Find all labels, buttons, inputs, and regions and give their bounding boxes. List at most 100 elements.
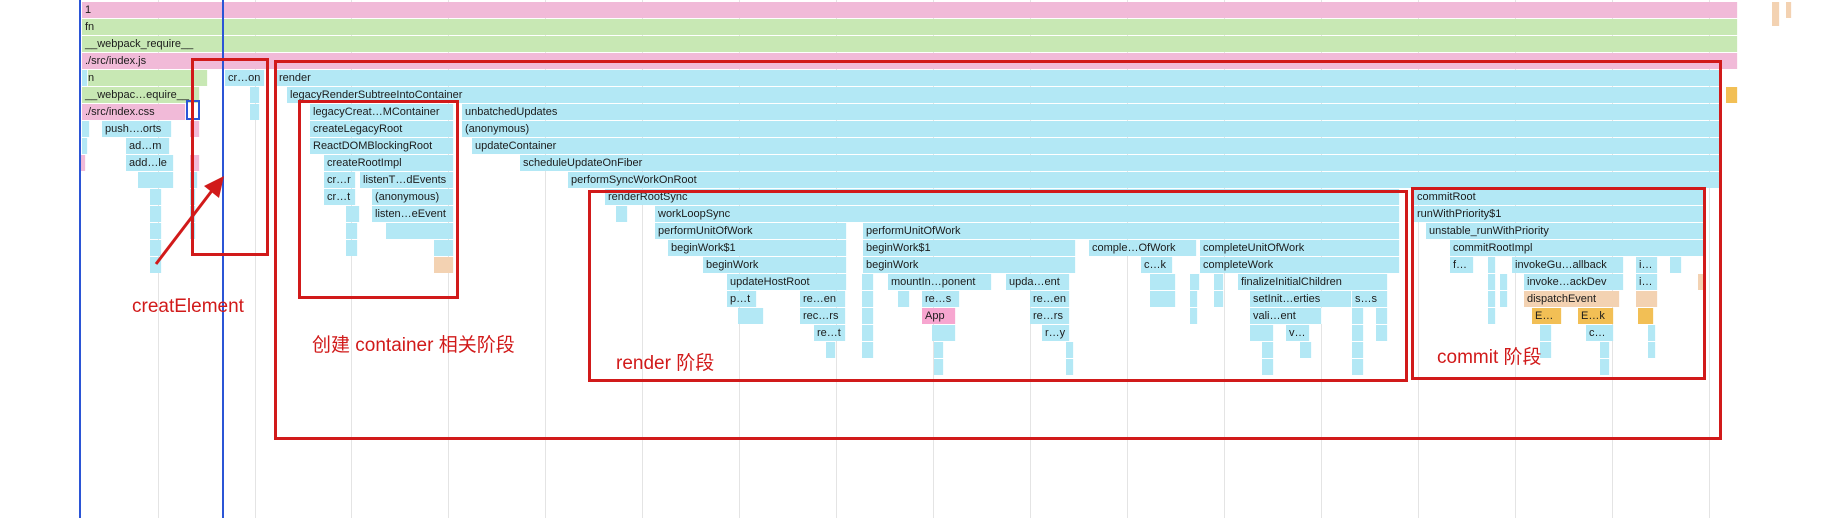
call-frame[interactable]: unstable_runWithPriority [1426,223,1706,239]
call-frame[interactable]: performUnitOfWork [655,223,847,239]
call-frame[interactable]: comple…OfWork [1089,240,1197,256]
call-frame-unlabeled[interactable] [250,87,260,103]
call-frame[interactable]: upda…ent [1006,274,1070,290]
call-frame-unlabeled[interactable] [1648,342,1656,358]
call-frame-unlabeled[interactable] [862,291,874,307]
call-frame-unlabeled[interactable] [1214,274,1224,290]
call-frame-unlabeled[interactable] [1190,274,1200,290]
call-frame-unlabeled[interactable] [80,155,86,171]
call-frame-unlabeled[interactable] [862,274,874,290]
call-frame-unlabeled[interactable] [1250,325,1274,341]
call-frame[interactable]: v… [1286,325,1310,341]
call-frame-unlabeled[interactable] [1500,291,1508,307]
call-frame[interactable]: (anonymous) [462,121,1720,137]
call-frame-unlabeled[interactable] [346,240,358,256]
call-frame-unlabeled[interactable] [250,104,260,120]
call-frame-unlabeled[interactable] [1698,274,1706,290]
call-frame-unlabeled[interactable] [190,189,196,205]
call-frame[interactable]: r…y [1042,325,1070,341]
call-frame-unlabeled[interactable] [386,223,454,239]
call-frame[interactable]: ReactDOMBlockingRoot [310,138,454,154]
call-frame-unlabeled[interactable] [1540,342,1552,358]
call-frame[interactable]: unbatchedUpdates [462,104,1720,120]
call-frame-unlabeled[interactable] [862,308,874,324]
call-frame-unlabeled[interactable] [190,172,198,188]
call-frame-unlabeled[interactable] [1648,325,1656,341]
call-frame[interactable]: c… [1586,325,1614,341]
call-frame[interactable]: rec…rs [800,308,846,324]
call-frame-unlabeled[interactable] [1488,257,1496,273]
call-frame[interactable]: i… [1636,257,1658,273]
call-frame-unlabeled[interactable] [434,257,454,273]
call-frame-unlabeled[interactable] [150,223,162,239]
call-frame[interactable]: performSyncWorkOnRoot [568,172,1720,188]
call-frame[interactable]: p…t [727,291,757,307]
call-frame[interactable]: beginWork$1 [863,240,1076,256]
call-frame-unlabeled[interactable] [1352,342,1364,358]
call-frame[interactable]: createRootImpl [324,155,454,171]
call-frame-unlabeled[interactable] [1352,308,1364,324]
call-frame[interactable]: listenT…dEvents [360,172,454,188]
call-frame-unlabeled[interactable] [826,342,836,358]
call-frame[interactable]: vali…ent [1250,308,1322,324]
call-frame-unlabeled[interactable] [1066,359,1074,375]
call-frame[interactable]: f… [1450,257,1474,273]
call-frame[interactable]: updateContainer [472,138,1720,154]
call-frame[interactable]: commitRootImpl [1450,240,1706,256]
call-frame[interactable]: performUnitOfWork [863,223,1400,239]
call-frame[interactable]: cr…t [324,189,356,205]
call-frame-unlabeled[interactable] [190,87,200,103]
call-frame-unlabeled[interactable] [1670,257,1682,273]
call-frame-unlabeled[interactable] [190,206,196,222]
call-frame[interactable]: listen…eEvent [372,206,454,222]
call-frame-unlabeled[interactable] [190,223,196,239]
call-frame[interactable]: s…s [1352,291,1388,307]
call-frame-unlabeled[interactable] [1300,342,1312,358]
call-frame-unlabeled[interactable] [1376,325,1388,341]
call-frame[interactable]: ./src/index.css [82,104,186,120]
call-frame-unlabeled[interactable] [1066,342,1074,358]
call-frame[interactable]: setInit…erties [1250,291,1352,307]
call-frame[interactable]: fn [82,70,208,86]
call-frame[interactable]: add…le [126,155,174,171]
call-frame-unlabeled[interactable] [1638,308,1654,324]
call-frame-unlabeled[interactable] [1352,359,1364,375]
call-frame-unlabeled[interactable] [738,308,764,324]
call-frame[interactable]: cr…on [225,70,265,86]
call-frame-unlabeled[interactable] [138,172,174,188]
call-frame[interactable]: re…t [814,325,846,341]
call-frame[interactable]: ./src/index.js [82,53,1738,69]
call-frame-unlabeled[interactable] [150,206,162,222]
call-frame-unlabeled[interactable] [1190,291,1198,307]
call-frame-unlabeled[interactable] [1772,10,1780,26]
call-frame-unlabeled[interactable] [1214,291,1224,307]
call-frame[interactable]: commitRoot [1414,189,1706,205]
call-frame-unlabeled[interactable] [1262,342,1274,358]
call-frame[interactable]: workLoopSync [655,206,1400,222]
call-frame[interactable]: invoke…ackDev [1524,274,1624,290]
call-frame-unlabeled[interactable] [862,342,874,358]
call-frame[interactable]: c…k [1141,257,1173,273]
call-frame[interactable]: i… [1636,274,1658,290]
call-frame-unlabeled[interactable] [934,359,944,375]
call-frame-unlabeled[interactable] [934,342,944,358]
call-frame-unlabeled[interactable] [190,155,200,171]
call-frame-unlabeled[interactable] [82,138,88,154]
call-frame-unlabeled[interactable] [1636,291,1658,307]
call-frame[interactable]: re…en [1030,291,1070,307]
call-frame[interactable]: completeWork [1200,257,1400,273]
call-frame[interactable]: App [922,308,956,324]
call-frame-unlabeled[interactable] [1150,274,1176,290]
call-frame-unlabeled[interactable] [1500,274,1508,290]
call-frame[interactable]: beginWork [863,257,1076,273]
call-frame-unlabeled[interactable] [932,325,956,341]
call-frame[interactable]: renderRootSync [605,189,1400,205]
call-frame-unlabeled[interactable] [1190,308,1198,324]
call-frame[interactable]: beginWork [703,257,847,273]
call-frame[interactable]: render [276,70,1720,86]
call-frame-unlabeled[interactable] [1488,308,1496,324]
call-frame[interactable]: beginWork$1 [668,240,847,256]
call-frame[interactable]: re…s [922,291,960,307]
call-frame-unlabeled[interactable] [1786,2,1792,18]
call-frame[interactable]: runWithPriority$1 [1414,206,1706,222]
